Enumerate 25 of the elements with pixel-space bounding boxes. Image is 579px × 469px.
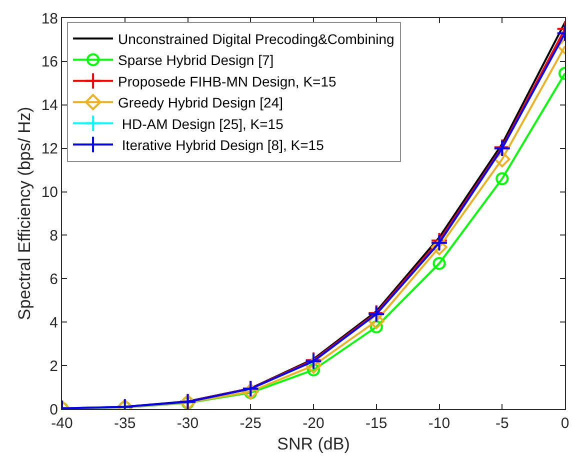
x-tick-label: -35	[114, 415, 136, 432]
x-tick-label: -20	[302, 415, 324, 432]
legend-label: Sparse Hybrid Design [7]	[118, 52, 274, 68]
x-tick-label: -15	[366, 415, 388, 432]
legend-label: Unconstrained Digital Precoding&Combining	[118, 30, 394, 47]
x-tick-label: 0	[560, 415, 570, 432]
y-axis-title: Spectral Efficiency (bps/ Hz)	[14, 106, 34, 320]
legend-label: HD-AM Design [25], K=15	[118, 116, 284, 132]
legend-label: Greedy Hybrid Design [24]	[118, 94, 283, 111]
y-tick-label: 14	[41, 97, 58, 114]
legend-label: Iterative Hybrid Design [8], K=15	[118, 136, 324, 153]
y-tick-label: 8	[50, 227, 58, 244]
y-tick-label: 18	[41, 10, 58, 28]
legend-label: Proposede FIHB-MN Design, K=15	[118, 73, 337, 90]
y-tick-label: 6	[50, 270, 58, 288]
y-tick-label: 10	[41, 184, 58, 202]
x-tick-label: -30	[176, 415, 199, 432]
x-tick-label: -25	[240, 415, 262, 432]
x-tick-label: -10	[428, 415, 450, 432]
y-tick-label: 16	[41, 54, 58, 71]
x-axis-title: SNR (dB)	[277, 434, 350, 454]
y-tick-label: 2	[50, 358, 58, 375]
y-tick-label: 12	[41, 140, 58, 158]
x-tick-label: -5	[495, 415, 509, 432]
y-tick-label: 4	[50, 314, 58, 332]
